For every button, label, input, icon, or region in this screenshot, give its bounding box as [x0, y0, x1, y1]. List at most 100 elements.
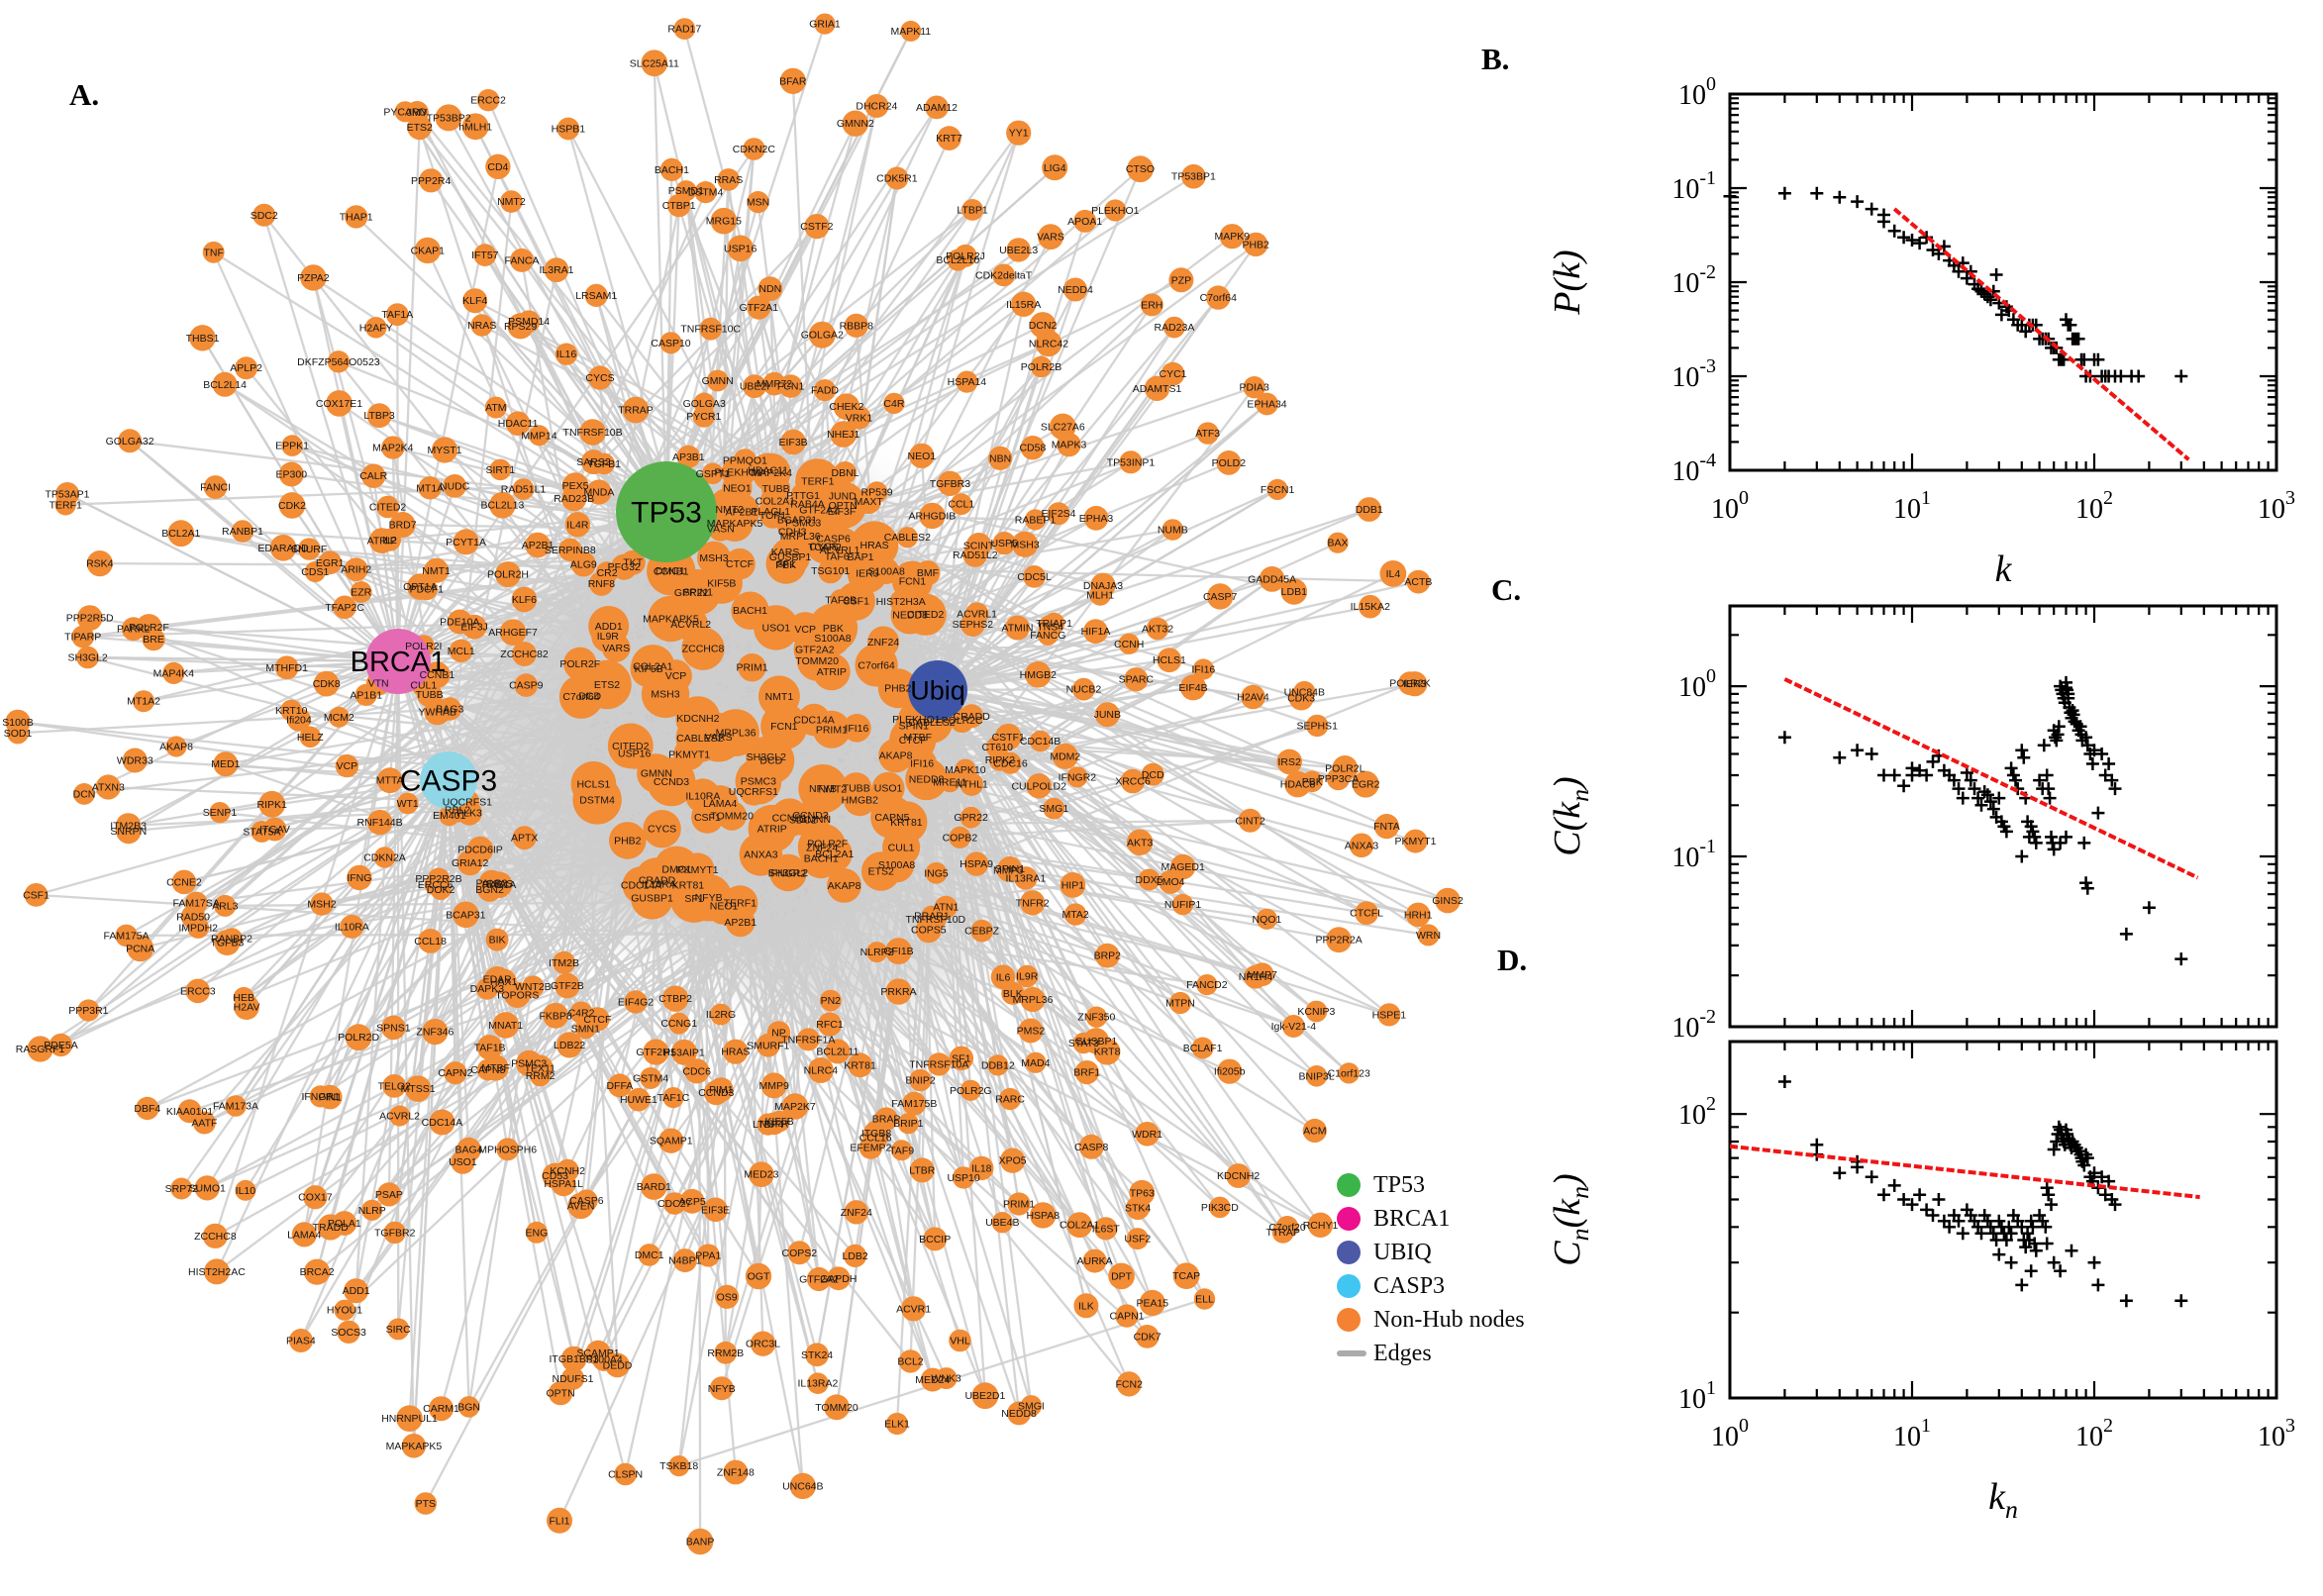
gene-node	[1138, 868, 1161, 891]
gene-label: YY1	[1009, 128, 1029, 140]
gene-label: CAPN2	[438, 1067, 472, 1079]
gene-label: CRADD	[954, 711, 991, 723]
gene-label: ZCCHC8	[194, 1231, 237, 1243]
gene-node	[709, 1077, 734, 1102]
gene-node	[1094, 1217, 1118, 1241]
gene-node	[825, 1039, 851, 1064]
gene-node	[1146, 617, 1169, 641]
gene-node	[661, 985, 689, 1012]
gene-node	[808, 321, 836, 349]
gene-node	[939, 771, 960, 793]
gene-label: ADAMTS1	[1133, 383, 1182, 395]
gene-node	[496, 1138, 520, 1161]
gene-label: NHEJ1	[827, 429, 859, 441]
gene-label: NEO1	[710, 900, 739, 912]
gene-label: FKBP8	[539, 1010, 571, 1022]
gene-node	[827, 868, 861, 903]
gene-node	[949, 1329, 971, 1352]
node-swatch-icon	[1337, 1241, 1361, 1264]
gene-label: TNFRSF1A	[781, 1034, 835, 1046]
gene-label: USP10	[947, 1172, 979, 1184]
gene-node	[896, 527, 919, 549]
gene-node	[364, 317, 387, 339]
gene-node	[759, 502, 786, 529]
gene-node	[1140, 293, 1163, 317]
gene-label: SPIN1	[683, 587, 714, 599]
gene-label: ZNF24	[841, 1207, 872, 1219]
gene-node	[952, 1166, 975, 1189]
gene-node	[304, 560, 326, 583]
gene-label: DBF4	[134, 1103, 160, 1115]
gene-node	[485, 153, 511, 179]
gene-node	[659, 659, 692, 693]
gene-label: DFFA	[606, 1080, 633, 1092]
gene-label: UQCRFS1	[443, 796, 492, 808]
gene-node	[347, 864, 372, 891]
gene-label: APOA1	[1067, 216, 1102, 228]
gene-node	[743, 138, 765, 160]
gene-node	[638, 1244, 660, 1266]
gene-label: TSKB18	[659, 1460, 698, 1472]
gene-label: IFNG	[347, 872, 371, 884]
gene-label: P53AIP1	[663, 1047, 705, 1058]
gene-label: BAG3	[436, 704, 463, 716]
gene-node	[127, 935, 154, 962]
gene-label: PSMC3	[785, 518, 821, 530]
gene-node	[561, 486, 587, 512]
gene-node	[1244, 964, 1267, 989]
gene-node	[288, 1329, 313, 1352]
gene-label: POLR2C	[942, 715, 983, 727]
gene-node	[1038, 614, 1062, 639]
gene-node	[985, 736, 1009, 758]
gene-label: PZPA2	[297, 272, 330, 284]
gene-label: CABLES2	[908, 717, 955, 729]
gene-label: ING5	[924, 867, 949, 879]
gene-label: TNFRSF10C	[680, 324, 741, 336]
gene-node	[1405, 902, 1431, 928]
gene-label: AKAP8	[879, 750, 913, 762]
gene-label: SNURF	[291, 544, 327, 555]
gene-label: PALB2	[476, 877, 508, 889]
gene-label: DMC1	[661, 863, 691, 875]
gene-label: EGR1	[316, 557, 345, 569]
gene-label: PSAP	[375, 1189, 403, 1201]
gene-label: UBE2L3	[999, 245, 1038, 256]
gene-node	[1216, 450, 1242, 475]
gene-label: WT1	[397, 798, 419, 810]
gene-label: CCNB1	[654, 565, 689, 577]
hub-labels: TP53 BRCA1 CASP3 Ubiq	[351, 497, 965, 798]
gene-label: AATF	[191, 1118, 217, 1130]
gene-node	[1256, 908, 1277, 930]
gene-node	[431, 437, 458, 463]
gene-label: S100B	[2, 717, 34, 729]
gene-label: C7orf64	[858, 659, 895, 671]
gene-node	[184, 891, 208, 915]
gene-label: TTRAP	[1265, 1227, 1299, 1239]
gene-node	[750, 1331, 776, 1356]
gene-label: BACH1	[733, 605, 767, 617]
gene-node	[495, 561, 521, 588]
gene-node	[299, 726, 322, 748]
gene-label: LDB2	[842, 1250, 867, 1262]
gene-node	[841, 772, 872, 804]
gene-node	[609, 822, 647, 859]
gene-node	[569, 1001, 593, 1025]
gene-node	[640, 1067, 662, 1089]
gene-label: DCD	[1142, 769, 1164, 781]
gene-label: C4R	[883, 398, 904, 410]
gene-label: DBNL	[831, 467, 858, 479]
gene-node	[824, 1394, 850, 1421]
gene-label: GADD45A	[1248, 573, 1296, 585]
gene-label: RANBP1	[222, 526, 263, 538]
gene-label: FAM173A	[213, 1101, 258, 1113]
gene-label: BCL2L10	[936, 254, 979, 266]
gene-label: EIF3J	[460, 622, 487, 634]
gene-node	[963, 851, 989, 876]
gene-label: Igk-V21-4	[1271, 1021, 1317, 1033]
gene-label: RAD17	[667, 24, 701, 36]
gene-label: NUDC	[440, 480, 470, 492]
gene-node	[492, 1012, 519, 1039]
gene-label: PIN1	[319, 1092, 343, 1104]
gene-label: BAX	[1327, 538, 1348, 549]
gene-node	[1305, 1065, 1328, 1087]
